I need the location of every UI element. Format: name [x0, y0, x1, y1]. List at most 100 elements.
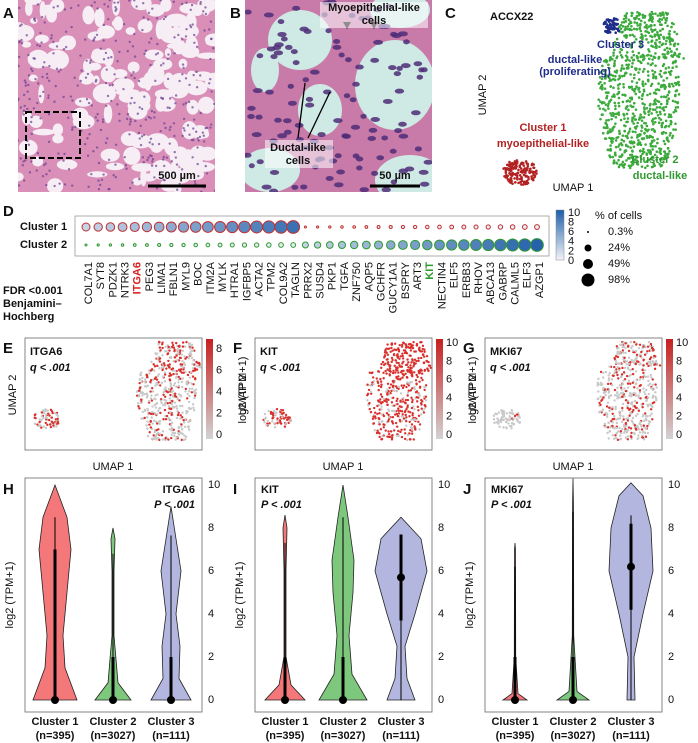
cell-point [614, 139, 618, 142]
cell-point [599, 395, 602, 398]
cell-point [169, 411, 172, 414]
cell-point [627, 362, 631, 365]
cell-point [158, 367, 161, 370]
nucleus [107, 158, 111, 162]
nucleus [86, 137, 89, 140]
cell-point [650, 40, 653, 43]
cell-point [634, 130, 637, 134]
cell-point [668, 47, 672, 51]
cell-point [164, 437, 167, 440]
nucleus [199, 111, 202, 115]
cell-point [174, 438, 177, 441]
cell-point [639, 45, 643, 49]
cell-point [407, 366, 410, 369]
cell-point [168, 349, 171, 352]
cell-point [618, 129, 621, 133]
cell-point [651, 58, 654, 61]
cell-point [652, 348, 655, 352]
cell-point [397, 347, 400, 350]
gene-label: GABRP [497, 262, 509, 301]
cell-point [380, 413, 384, 416]
cell-point [655, 44, 658, 47]
cell-point [180, 380, 184, 383]
nucleus [173, 134, 176, 138]
lumen [82, 6, 95, 25]
cell-point [632, 76, 636, 80]
cell-point [169, 424, 173, 427]
cell-point [177, 430, 180, 433]
cell-point [173, 434, 176, 438]
cell-point [631, 372, 635, 376]
cell-point [402, 415, 405, 418]
cell-point [676, 42, 680, 46]
cell-point [625, 159, 628, 162]
cell-point [606, 131, 610, 135]
cell-point [386, 360, 390, 364]
cell-point [263, 417, 267, 421]
lumen [35, 34, 49, 44]
cell-point [651, 387, 654, 390]
cell-point [667, 97, 671, 101]
cell-point [671, 99, 675, 103]
cell-point [659, 29, 662, 33]
cell-point [651, 383, 655, 386]
nucleus [162, 155, 166, 159]
cell-point [635, 378, 638, 382]
cell-point [401, 362, 404, 365]
cell-point [172, 384, 176, 387]
cell-point [670, 82, 674, 86]
cell-point [391, 371, 395, 375]
nucleus [132, 71, 135, 74]
nucleus [41, 65, 45, 69]
gene-title: KIT [260, 346, 278, 358]
cell-point [623, 150, 626, 154]
cell-point [674, 128, 677, 131]
nucleus [181, 134, 184, 138]
y-tick-label: 2 [438, 651, 444, 663]
cell-point [510, 424, 513, 428]
cell-point [146, 427, 149, 430]
cell-point [176, 431, 180, 435]
expression-dot [400, 224, 406, 230]
cell-point [193, 396, 196, 400]
cell-point [404, 432, 407, 435]
cell-point [406, 368, 410, 372]
colorbar-tick: 10 [568, 207, 580, 219]
nucleus [139, 124, 142, 128]
cell-point [644, 34, 647, 37]
nucleus [70, 184, 74, 187]
cell-point [422, 411, 426, 414]
cell-point [381, 401, 384, 404]
cell-point [665, 102, 669, 106]
cell-point [379, 428, 383, 431]
cell-point [161, 346, 164, 350]
cell-point [661, 107, 664, 111]
cell-point [418, 423, 422, 426]
cell-point [533, 171, 537, 174]
cell-point [508, 415, 511, 418]
nucleus [32, 57, 35, 60]
y-tick-label: 0 [438, 694, 444, 706]
cell-point [615, 421, 619, 425]
cell-point [652, 72, 655, 76]
lumen [94, 8, 105, 28]
nucleus [154, 79, 157, 83]
cell-point [154, 434, 158, 438]
nucleus [106, 94, 110, 98]
cell-point [145, 424, 148, 427]
cell-point [639, 143, 643, 147]
nucleus [74, 125, 77, 129]
cell-point [280, 412, 284, 415]
cell-point [188, 347, 192, 350]
cell-point [660, 18, 664, 21]
cell-point [634, 382, 637, 386]
cell-point [190, 391, 194, 394]
cell-point [649, 348, 653, 352]
cell-point [178, 399, 181, 402]
gene-label: AQP5 [363, 262, 375, 291]
cell-point [641, 34, 644, 38]
cell-point [166, 402, 169, 405]
cell-point [165, 349, 168, 353]
cell-point [636, 412, 639, 416]
axis-label: UMAP 2 [7, 375, 19, 416]
